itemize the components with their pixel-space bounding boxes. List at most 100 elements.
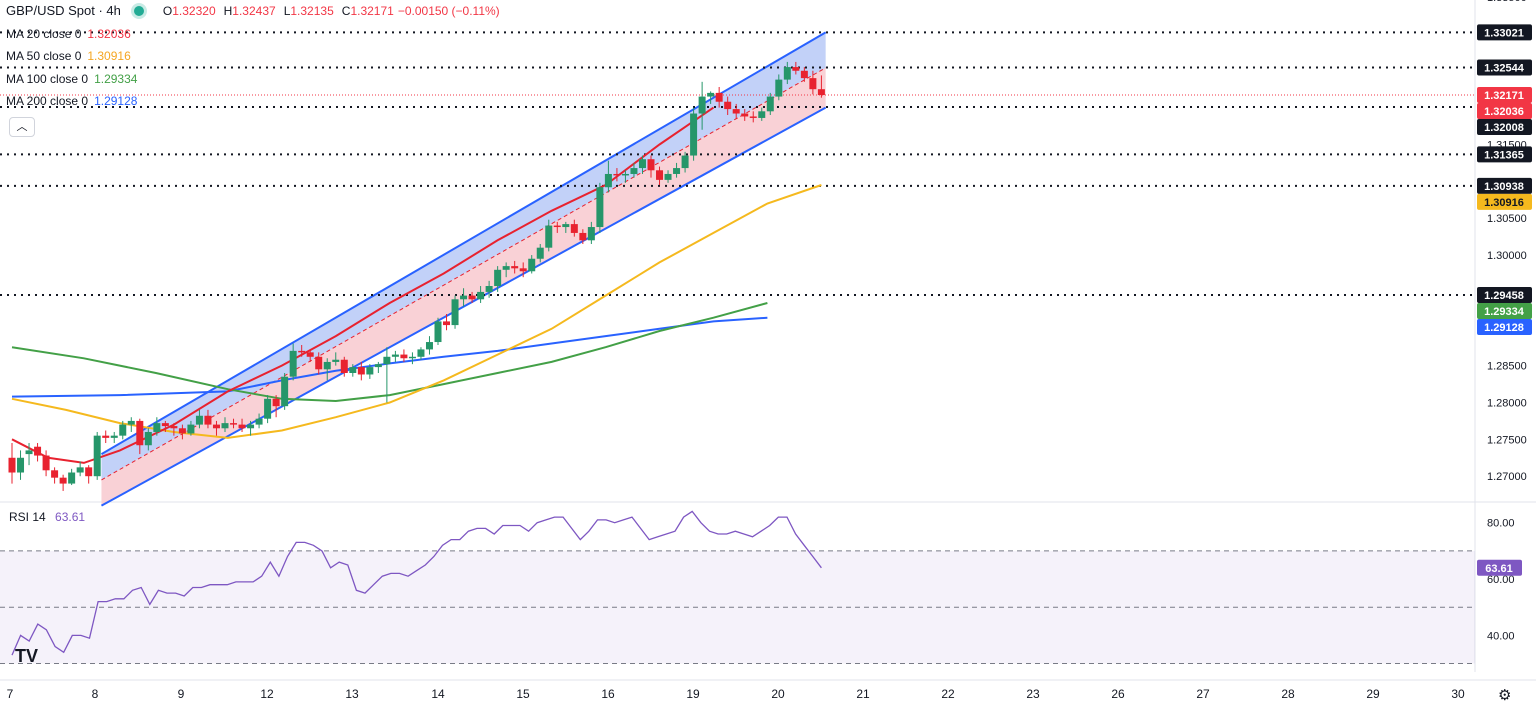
candle: [579, 229, 587, 244]
candle: [511, 260, 519, 274]
rsi-tick-label: 40.00: [1487, 630, 1515, 642]
candle: [553, 221, 561, 233]
candle-body: [468, 295, 476, 300]
chevron-up-icon: ︿: [16, 121, 28, 133]
candle-body: [664, 173, 672, 180]
ma100-line: [11, 302, 768, 403]
price-badge-bg: [1477, 146, 1532, 163]
ma200-legend[interactable]: MA 200 close 0 1.29128: [6, 90, 504, 113]
time-tick-label: 19: [686, 687, 700, 701]
candle: [340, 356, 348, 377]
price-badge-label: 1.31365: [1484, 149, 1524, 161]
candle: [400, 349, 408, 362]
candle-body: [715, 92, 723, 102]
candle: [161, 420, 169, 432]
candle: [775, 74, 783, 101]
price-badge: 1.32008: [1477, 119, 1532, 136]
candle: [315, 352, 323, 375]
time-tick-label: 8: [92, 687, 99, 701]
rsi-value: 63.61: [55, 510, 86, 524]
price-badge-label: 1.33021: [1484, 27, 1524, 39]
candle: [732, 103, 740, 119]
candle-body: [374, 364, 382, 368]
candle-body: [400, 354, 408, 359]
candle-body: [289, 350, 297, 377]
ma20-legend[interactable]: MA 20 close 0 1.32036: [6, 23, 504, 46]
candle-body: [170, 426, 178, 429]
candle-body: [485, 286, 493, 292]
candle: [766, 92, 774, 115]
candle: [68, 468, 76, 486]
candle: [195, 409, 203, 429]
candle: [817, 75, 825, 98]
change-value: −0.00150 (−0.11%): [397, 4, 500, 18]
time-tick-label: 28: [1281, 687, 1295, 701]
price-tick-label: 1.27000: [1487, 471, 1527, 483]
candle: [690, 107, 698, 161]
tradingview-logo[interactable]: TV: [15, 646, 39, 666]
candle-body: [136, 420, 144, 446]
candle-body: [204, 415, 212, 425]
price-badge: 1.30916: [1477, 193, 1532, 210]
price-badge-label: 1.32171: [1484, 90, 1524, 102]
candle: [536, 243, 544, 263]
candle: [613, 168, 621, 182]
candle: [332, 352, 340, 366]
candle: [25, 443, 33, 466]
price-badge-label: 1.32544: [1484, 63, 1525, 75]
ma100-legend[interactable]: MA 100 close 0 1.29334: [6, 68, 504, 91]
candle: [638, 155, 646, 174]
market-status-icon[interactable]: [130, 3, 147, 20]
candle: [255, 413, 263, 429]
time-tick-label: 20: [771, 687, 785, 701]
price-tick-label: 1.30500: [1487, 213, 1527, 225]
chart-legend: GBP/USD Spot · 4h O 1.32320 H 1.32437 L …: [6, 0, 504, 113]
candle: [42, 450, 50, 477]
candle: [76, 461, 84, 477]
price-badge-label: 1.30916: [1484, 197, 1524, 209]
candle-body: [425, 342, 433, 350]
candle: [451, 295, 459, 329]
ma20-value: 1.32036: [87, 26, 131, 41]
ma50-label: MA 50 close 0: [6, 49, 82, 63]
candle: [698, 81, 706, 130]
candle: [110, 431, 118, 444]
gear-icon[interactable]: ⚙: [1498, 687, 1512, 704]
candle: [468, 291, 476, 303]
price-badge: 1.29334: [1477, 303, 1532, 320]
candle: [460, 288, 468, 307]
rsi-tick-label: 60.00: [1487, 574, 1515, 586]
candle: [783, 61, 791, 85]
candle: [272, 395, 280, 418]
open-value: 1.32320: [172, 4, 216, 18]
candle: [477, 286, 485, 303]
candle-body: [741, 113, 749, 117]
price-badge-bg: [1477, 87, 1532, 104]
candle-body: [630, 168, 638, 174]
candle: [741, 109, 749, 121]
candle: [758, 107, 766, 121]
candle-body: [477, 291, 485, 300]
candle: [800, 67, 808, 82]
candle: [587, 221, 595, 244]
low-value: 1.32135: [290, 4, 334, 18]
collapse-legend-button[interactable]: ︿: [9, 117, 35, 137]
candle: [85, 465, 93, 484]
price-badge-bg: [1477, 177, 1532, 194]
candle: [656, 166, 664, 186]
candle: [264, 395, 272, 424]
price-tick-label: 1.30000: [1487, 250, 1527, 262]
candle-body: [749, 116, 757, 118]
candle: [17, 450, 25, 480]
candle-body: [647, 159, 655, 171]
candle-body: [153, 423, 161, 432]
candle-body: [42, 455, 50, 471]
channel-upper-fill: [101, 32, 826, 480]
symbol-title[interactable]: GBP/USD Spot · 4h: [6, 3, 121, 18]
rsi-legend[interactable]: RSI 14 63.61: [9, 510, 85, 524]
candle: [443, 314, 451, 331]
ma50-legend[interactable]: MA 50 close 0 1.30916: [6, 45, 504, 68]
candle-body: [408, 356, 416, 359]
candle-body: [766, 96, 774, 112]
